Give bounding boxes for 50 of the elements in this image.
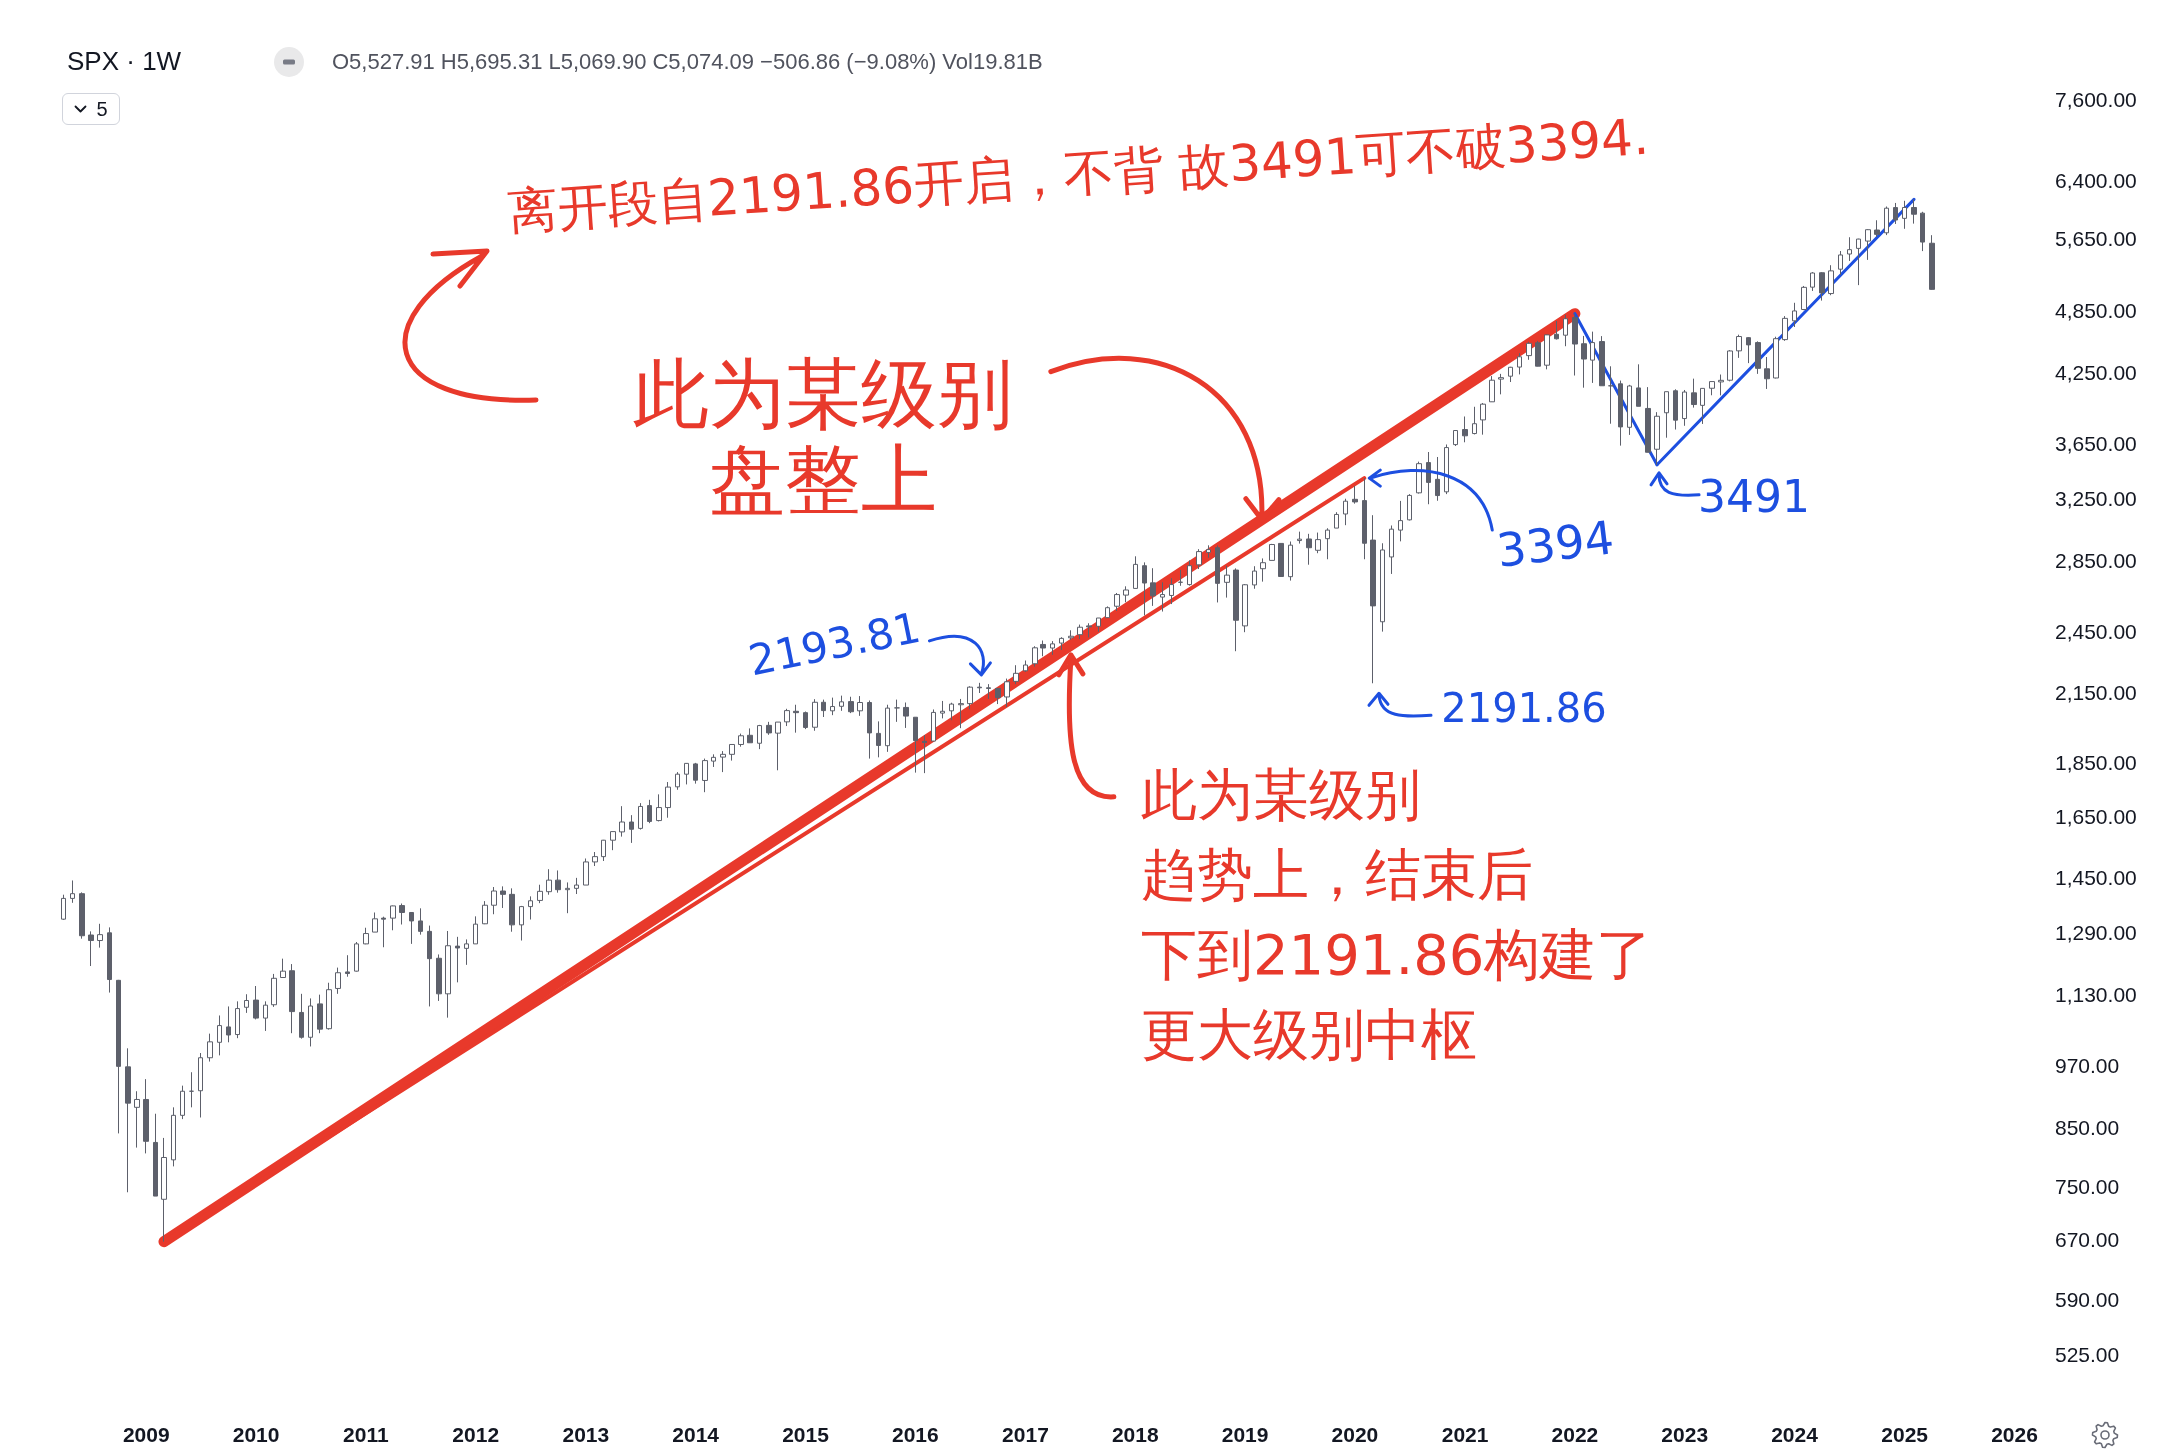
y-tick-label: 590.00 [2055,1287,2120,1311]
x-tick-label: 2013 [562,1423,610,1446]
y-tick-label: 6,400.00 [2055,168,2137,192]
y-tick-label: 670.00 [2055,1228,2120,1252]
x-tick-label: 2014 [672,1423,720,1446]
x-tick-label: 2018 [1111,1423,1159,1446]
y-tick-label: 1,290.00 [2055,920,2137,944]
y-tick-label: 970.00 [2055,1054,2120,1078]
y-tick-label: 2,850.00 [2055,548,2137,572]
y-tick-label: 525.00 [2055,1342,2120,1366]
y-tick-label: 750.00 [2055,1175,2120,1199]
y-tick-label: 850.00 [2055,1116,2120,1140]
x-tick-label: 2025 [1881,1423,1929,1446]
y-tick-label: 7,600.00 [2055,88,2137,112]
x-tick-label: 2009 [122,1423,170,1446]
annotation: 离开段自2191.86开启，不背 故3491可不破3394. [506,107,1651,241]
x-tick-label: 2016 [891,1423,939,1446]
y-tick-label: 1,650.00 [2055,805,2137,829]
x-tick-label: 2026 [1991,1423,2038,1446]
y-tick-label: 4,250.00 [2055,361,2137,385]
text: SPX · 1W [67,46,182,77]
x-tick-label: 2023 [1661,1423,1709,1446]
annotation: 2193.81 [744,602,925,686]
annotation: 3394 [1493,510,1617,578]
annotation: 5 [96,97,108,121]
x-tick-label: 2012 [452,1423,500,1446]
y-tick-label: 4,850.00 [2055,299,2137,323]
x-tick-label: 2024 [1771,1423,1819,1446]
y-tick-label: 1,450.00 [2055,865,2137,889]
x-tick-label: 2015 [782,1423,830,1446]
annotation: 3491 [1698,471,1811,523]
y-tick-label: 2,150.00 [2055,680,2137,704]
annotation: 2191.86 [1441,685,1607,732]
y-tick-label: 1,130.00 [2055,982,2137,1006]
dropdown-button: 5 [62,93,120,125]
y-tick-label: 1,850.00 [2055,751,2137,775]
y-tick-label: 2,450.00 [2055,619,2137,643]
x-tick-label: 2010 [232,1423,280,1446]
annotation: 此为某级别盘整上 [632,349,1013,525]
y-tick-label: 5,650.00 [2055,227,2137,251]
x-tick-label: 2017 [1002,1423,1049,1446]
x-tick-label: 2019 [1221,1423,1269,1446]
text: O5,527.91 H5,695.31 L5,069.90 C5,074.09 −506.86 (−9.08%) Vol19.81B [332,49,1043,75]
x-tick-label: 2011 [343,1423,389,1446]
x-tick-label: 2022 [1551,1423,1599,1446]
y-tick-label: 3,650.00 [2055,432,2137,456]
x-tick-label: 2021 [1441,1423,1489,1446]
x-tick-label: 2020 [1331,1423,1379,1446]
y-tick-label: 3,250.00 [2055,486,2137,510]
annotation: 此为某级别趋势上，结束后下到2191.86构建了更大级别中枢 [1140,762,1653,1068]
